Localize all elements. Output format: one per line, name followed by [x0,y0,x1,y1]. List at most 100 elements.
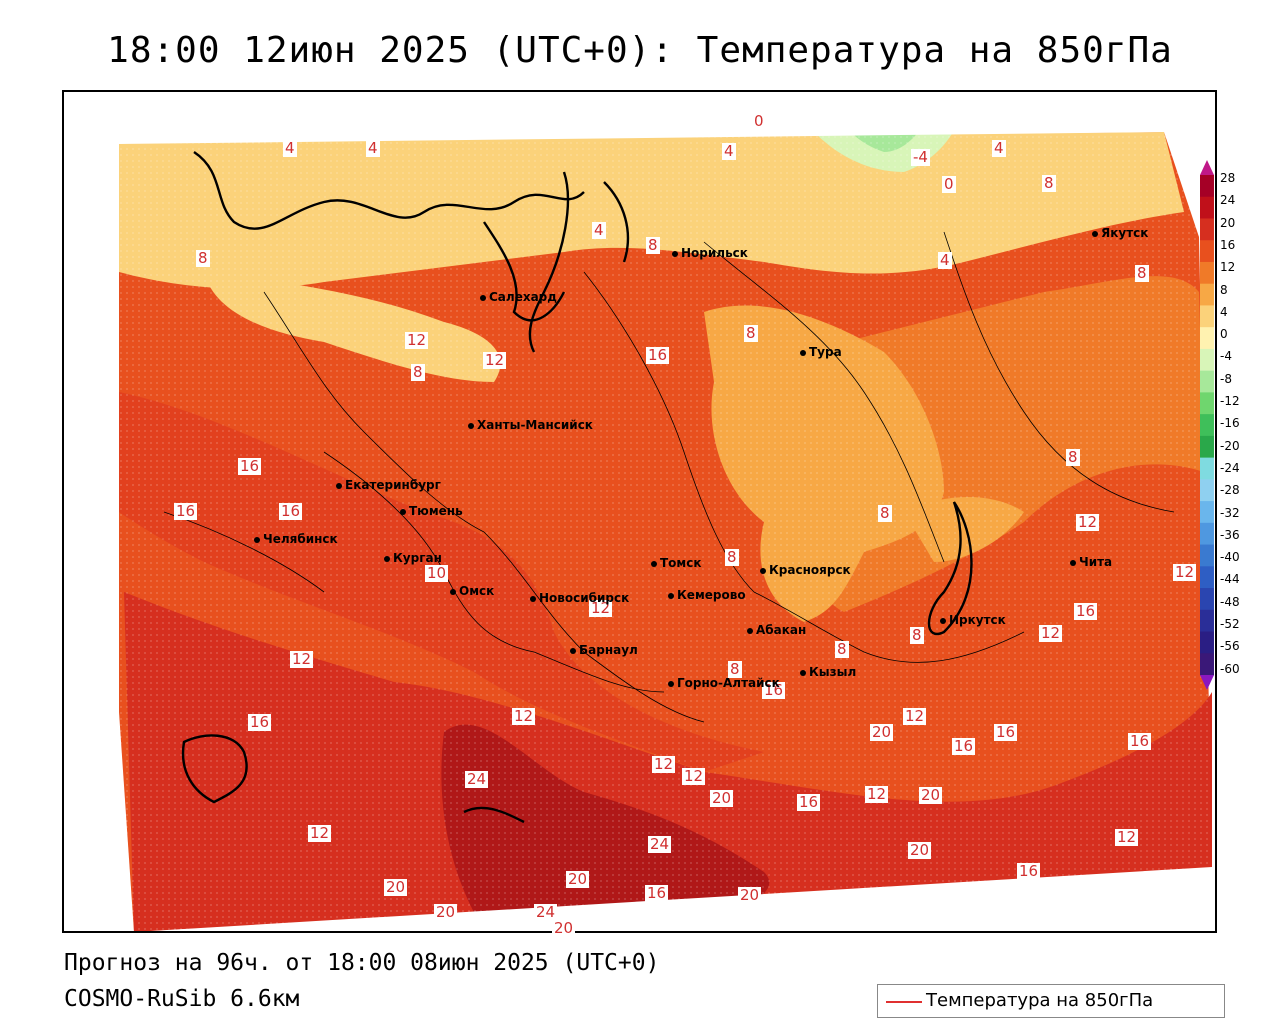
isotherm-label: 8 [835,640,849,658]
city-name: Новосибирск [539,591,630,605]
temperature-field [64,92,1215,931]
isotherm-label: 16 [248,713,272,731]
colorbar-tick-label: 28 [1220,171,1236,185]
colorbar-min-arrow [1200,675,1214,690]
colorbar-segment [1200,218,1214,241]
city-label: Тюмень [400,504,463,518]
city-name: Тура [809,345,842,359]
colorbar-tick-label: -4 [1220,349,1232,364]
city-dot-icon [400,508,406,515]
isotherm-label: 16 [645,884,669,902]
colorbar-segment [1200,566,1214,589]
isotherm-label: 20 [908,841,932,859]
city-name: Курган [393,551,442,565]
isotherm-label: 20 [738,886,762,904]
isotherm-label: 8 [744,324,758,342]
isotherm-label: 12 [308,824,332,842]
city-label: Абакан [747,623,806,637]
colorbar-tick-label: -40 [1220,550,1240,565]
isotherm-label: 16 [646,346,670,364]
city-name: Омск [459,584,495,598]
isotherm-label: 8 [1135,264,1149,282]
isotherm-label: 8 [1066,448,1080,466]
colorbar-segment [1200,414,1214,437]
isotherm-label: 12 [1173,563,1197,581]
colorbar-segment [1200,522,1214,546]
isotherm-label: 12 [483,351,507,369]
outside-domain-south [150,867,1215,931]
coastlines [181,151,973,824]
colorbar-tick-label: 16 [1220,237,1236,252]
isotherm-label: 8 [878,504,892,522]
city-dot-icon [672,250,678,257]
city-dot-icon [480,294,486,301]
isotherm-label: 16 [1074,602,1098,620]
isotherm-label: 8 [646,236,660,254]
city-label: Томск [651,556,702,570]
isotherm-label: -4 [911,148,930,166]
city-name: Барнаул [579,643,638,657]
colorbar-segment [1200,609,1214,633]
isotherm-label: 20 [434,903,458,921]
city-label: Кемерово [668,588,746,602]
legend-line-swatch [886,1001,922,1003]
city-name: Кемерово [677,588,746,602]
city-dot-icon [384,555,390,562]
isotherm-label: 8 [411,363,425,381]
isotherm-label: 4 [992,139,1006,157]
colorbar-tick-label: -32 [1220,505,1240,520]
isotherm-label: 16 [174,502,198,520]
isotherm-label: 4 [722,142,736,160]
city-name: Иркутск [949,613,1006,627]
colorbar-tick-label: 12 [1220,260,1236,275]
colorbar-segment [1200,305,1214,328]
isotherm-label: 16 [279,502,303,520]
colorbar-max-arrow [1200,160,1214,175]
colorbar-segment [1200,479,1214,502]
city-name: Красноярск [769,563,851,577]
colorbar-segment [1200,588,1214,611]
colorbar-tick-label: -28 [1220,483,1240,498]
city-name: Екатеринбург [345,478,441,492]
outside-domain-north [119,92,1215,144]
colorbar-segment [1200,653,1214,676]
isotherm-label: 24 [534,903,558,921]
city-label: Новосибирск [530,591,629,605]
isotherm-label: 4 [366,139,380,157]
isotherm-label: 16 [952,737,976,755]
colorbar-tick-label: 24 [1220,193,1236,208]
colorbar-segment [1200,457,1214,480]
colorbar-tick-label: -12 [1220,394,1240,408]
city-label: Чита [1070,555,1112,569]
city-label: Кызыл [800,665,856,679]
isotherm-label: 12 [865,785,889,803]
colorbar-segment [1200,261,1214,285]
colorbar-tick-label: 0 [1220,327,1228,342]
city-dot-icon [336,482,342,489]
colorbar-tick-label: 20 [1220,215,1236,230]
city-name: Абакан [756,623,807,637]
city-label: Норильск [672,246,748,260]
colorbar-tick-label: -60 [1220,661,1240,676]
city-dot-icon [760,567,766,574]
city-dot-icon [570,647,576,654]
city-dot-icon [747,627,753,634]
colorbar-tick-label: -44 [1220,572,1240,587]
map-title: 18:00 12июн 2025 (UTC+0): Температура на… [107,30,1173,71]
isotherm-label: 24 [465,770,489,788]
city-label: Тура [800,345,842,359]
isotherm-label: 0 [752,112,766,130]
isotherm-label: 12 [405,331,429,349]
isotherm-label: 20 [919,786,943,804]
isotherm-label: 12 [589,599,613,617]
colorbar-tick-label: -52 [1220,617,1240,631]
isotherm-label: 4 [592,221,606,239]
isotherm-label: 8 [1042,174,1056,192]
isotherm-label: 4 [938,251,952,269]
colorbar-tick-label: 4 [1220,304,1228,319]
colorbar-segment [1200,370,1214,393]
colorbar-tick-label: -20 [1220,438,1240,453]
city-dot-icon [800,669,806,676]
isotherm-label: 4 [283,139,297,157]
isotherm-label: 16 [994,723,1018,741]
